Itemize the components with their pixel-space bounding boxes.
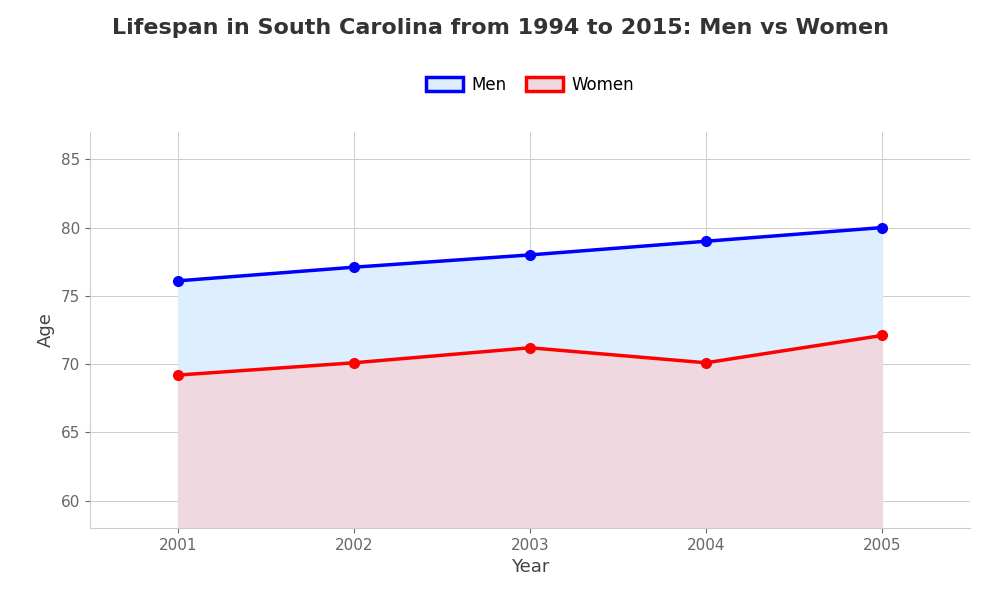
Legend: Men, Women: Men, Women (419, 69, 641, 100)
X-axis label: Year: Year (511, 558, 549, 576)
Y-axis label: Age: Age (37, 313, 55, 347)
Text: Lifespan in South Carolina from 1994 to 2015: Men vs Women: Lifespan in South Carolina from 1994 to … (112, 18, 889, 38)
